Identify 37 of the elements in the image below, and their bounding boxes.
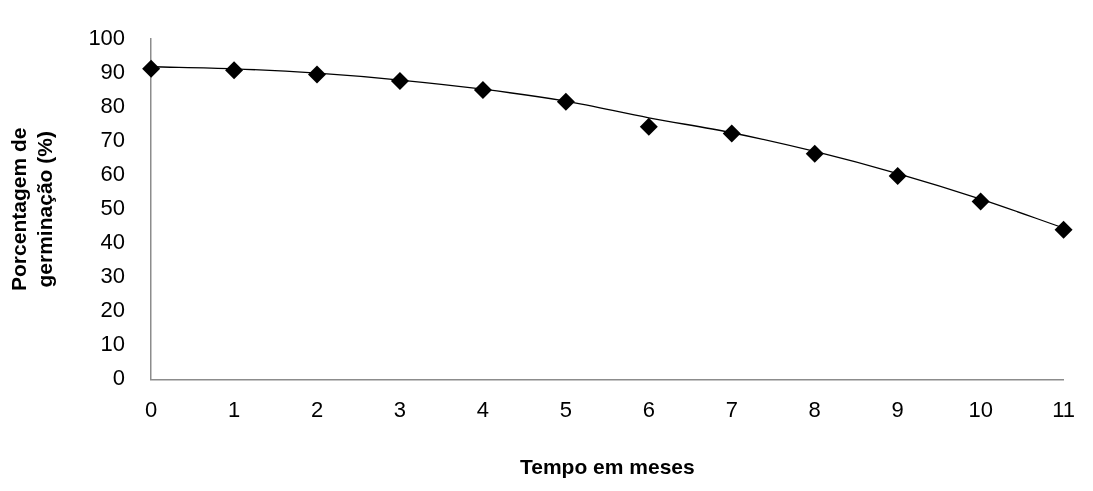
y-tick-label: 30: [100, 263, 126, 289]
x-tick-label: 8: [808, 396, 821, 422]
y-tick-label: 80: [100, 93, 126, 119]
y-tick-label: 90: [100, 59, 126, 85]
x-tick-label: 0: [144, 396, 158, 422]
x-tick-label: 10: [968, 396, 993, 422]
y-tick-label: 100: [88, 25, 126, 51]
x-tick-label: 4: [476, 396, 490, 422]
point: [225, 61, 244, 80]
y-tick-label: 70: [100, 127, 126, 153]
y-tick-label: 10: [100, 331, 126, 357]
y-tick-label: 20: [100, 297, 126, 323]
y-tick-label: 60: [100, 161, 126, 187]
y-tick-label: 0: [112, 365, 126, 391]
point: [639, 117, 658, 136]
point: [971, 192, 990, 211]
point: [142, 59, 161, 78]
x-tick-label: 9: [891, 396, 904, 422]
point: [888, 166, 907, 185]
x-tick-label: 7: [725, 396, 738, 422]
x-axis-title: Tempo em meses: [520, 455, 695, 479]
point: [1054, 220, 1073, 239]
x-tick-label: 2: [310, 396, 324, 422]
point: [722, 124, 741, 143]
x-tick-label: 11: [1052, 396, 1075, 422]
point: [805, 144, 824, 163]
y-tick-label: 50: [100, 195, 126, 221]
y-axis-title: Porcentagem de germinação (%): [7, 127, 56, 291]
point: [308, 65, 327, 84]
point: [473, 80, 492, 99]
point: [556, 92, 575, 111]
y-tick-label: 40: [100, 229, 126, 255]
x-tick-label: 3: [393, 396, 407, 422]
x-tick-label: 5: [559, 396, 572, 422]
x-tick-label: 6: [642, 396, 655, 422]
x-tick-label: 1: [227, 396, 241, 422]
point: [390, 72, 409, 91]
